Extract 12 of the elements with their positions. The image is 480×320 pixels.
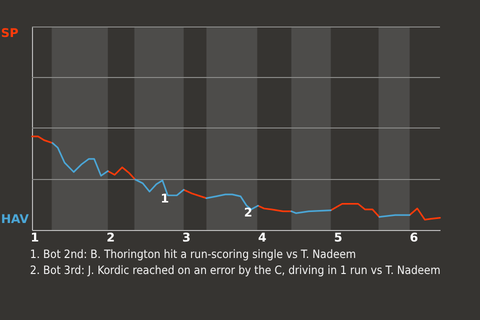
x-tick-label: 3	[182, 230, 191, 244]
text: 1. Bot 2nd: B. Thorington hit a run-scoring single vs T. Nadeem	[30, 246, 357, 262]
text: SP	[1, 26, 18, 40]
x-tick-label: 1	[30, 230, 39, 244]
annotation: 1	[160, 191, 169, 206]
annotation: 2	[244, 205, 252, 220]
text: HAV	[1, 212, 29, 226]
x-tick-label: 6	[410, 230, 418, 244]
x-tick-label: 5	[334, 230, 342, 244]
text: 2. Bot 3rd: J. Kordic reached on an error by the C, driving in 1 run vs T. Nadeem	[30, 262, 440, 278]
x-tick-label: 2	[106, 230, 115, 244]
x-tick-label: 4	[258, 230, 266, 244]
